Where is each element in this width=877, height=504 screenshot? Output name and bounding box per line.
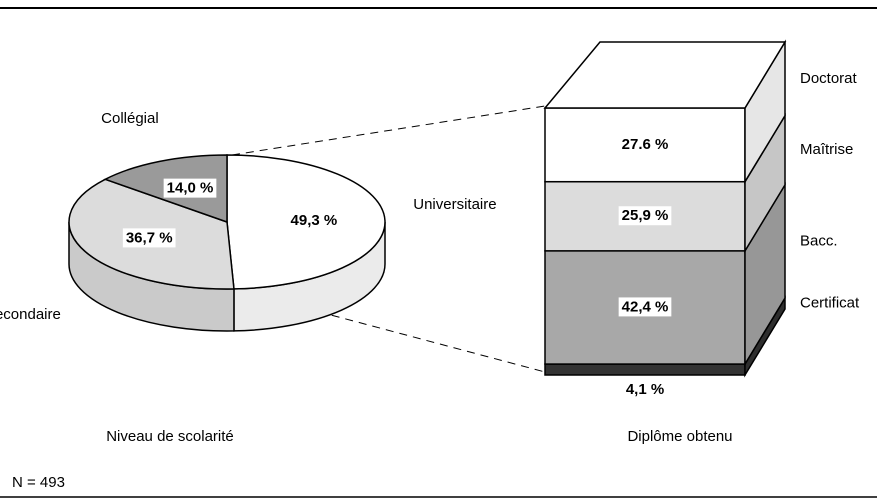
category-label: Bacc. [800, 232, 838, 249]
label-box [122, 228, 176, 248]
value-label: 4,1 % [626, 381, 664, 398]
label-box [618, 206, 672, 226]
note: N = 493 [12, 474, 65, 491]
value-label: 42,4 % [622, 298, 669, 315]
label-box [618, 134, 672, 154]
value-label: 14,0 % [167, 180, 214, 197]
bar-label: Diplôme obtenu [627, 428, 732, 445]
bar-top [543, 41, 787, 109]
connector [231, 105, 546, 156]
value-label: 27.6 % [622, 136, 669, 153]
label-box [618, 297, 672, 317]
category-label: Universitaire [413, 196, 496, 213]
bar-segment [544, 363, 746, 376]
label-box [163, 178, 217, 198]
value-label: 36,7 % [126, 229, 173, 246]
category-label: Certificat [800, 294, 860, 311]
value-label: 25,9 % [622, 207, 669, 224]
label-box [287, 211, 341, 231]
connector [236, 289, 546, 373]
pie-label: Niveau de scolarité [106, 428, 234, 445]
category-label: Maîtrise [800, 141, 853, 158]
category-label: Collégial [101, 110, 159, 127]
value-label: 49,3 % [291, 212, 338, 229]
category-label: Secondaire [0, 306, 61, 323]
category-label: Doctorat [800, 70, 858, 87]
